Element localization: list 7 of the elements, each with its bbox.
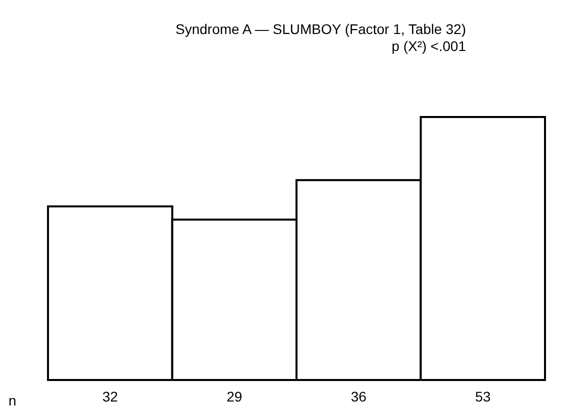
x-tick-label: 29 [226, 388, 242, 404]
chart-subtitle: p (X²) <.001 [392, 38, 466, 54]
x-tick-label: 32 [102, 388, 118, 404]
x-tick-label: 36 [350, 388, 367, 404]
chart-title: Syndrome A — SLUMBOY (Factor 1, Table 32) [176, 21, 466, 37]
x-tick-label: 53 [475, 388, 491, 404]
x-axis-title: n [8, 392, 16, 408]
